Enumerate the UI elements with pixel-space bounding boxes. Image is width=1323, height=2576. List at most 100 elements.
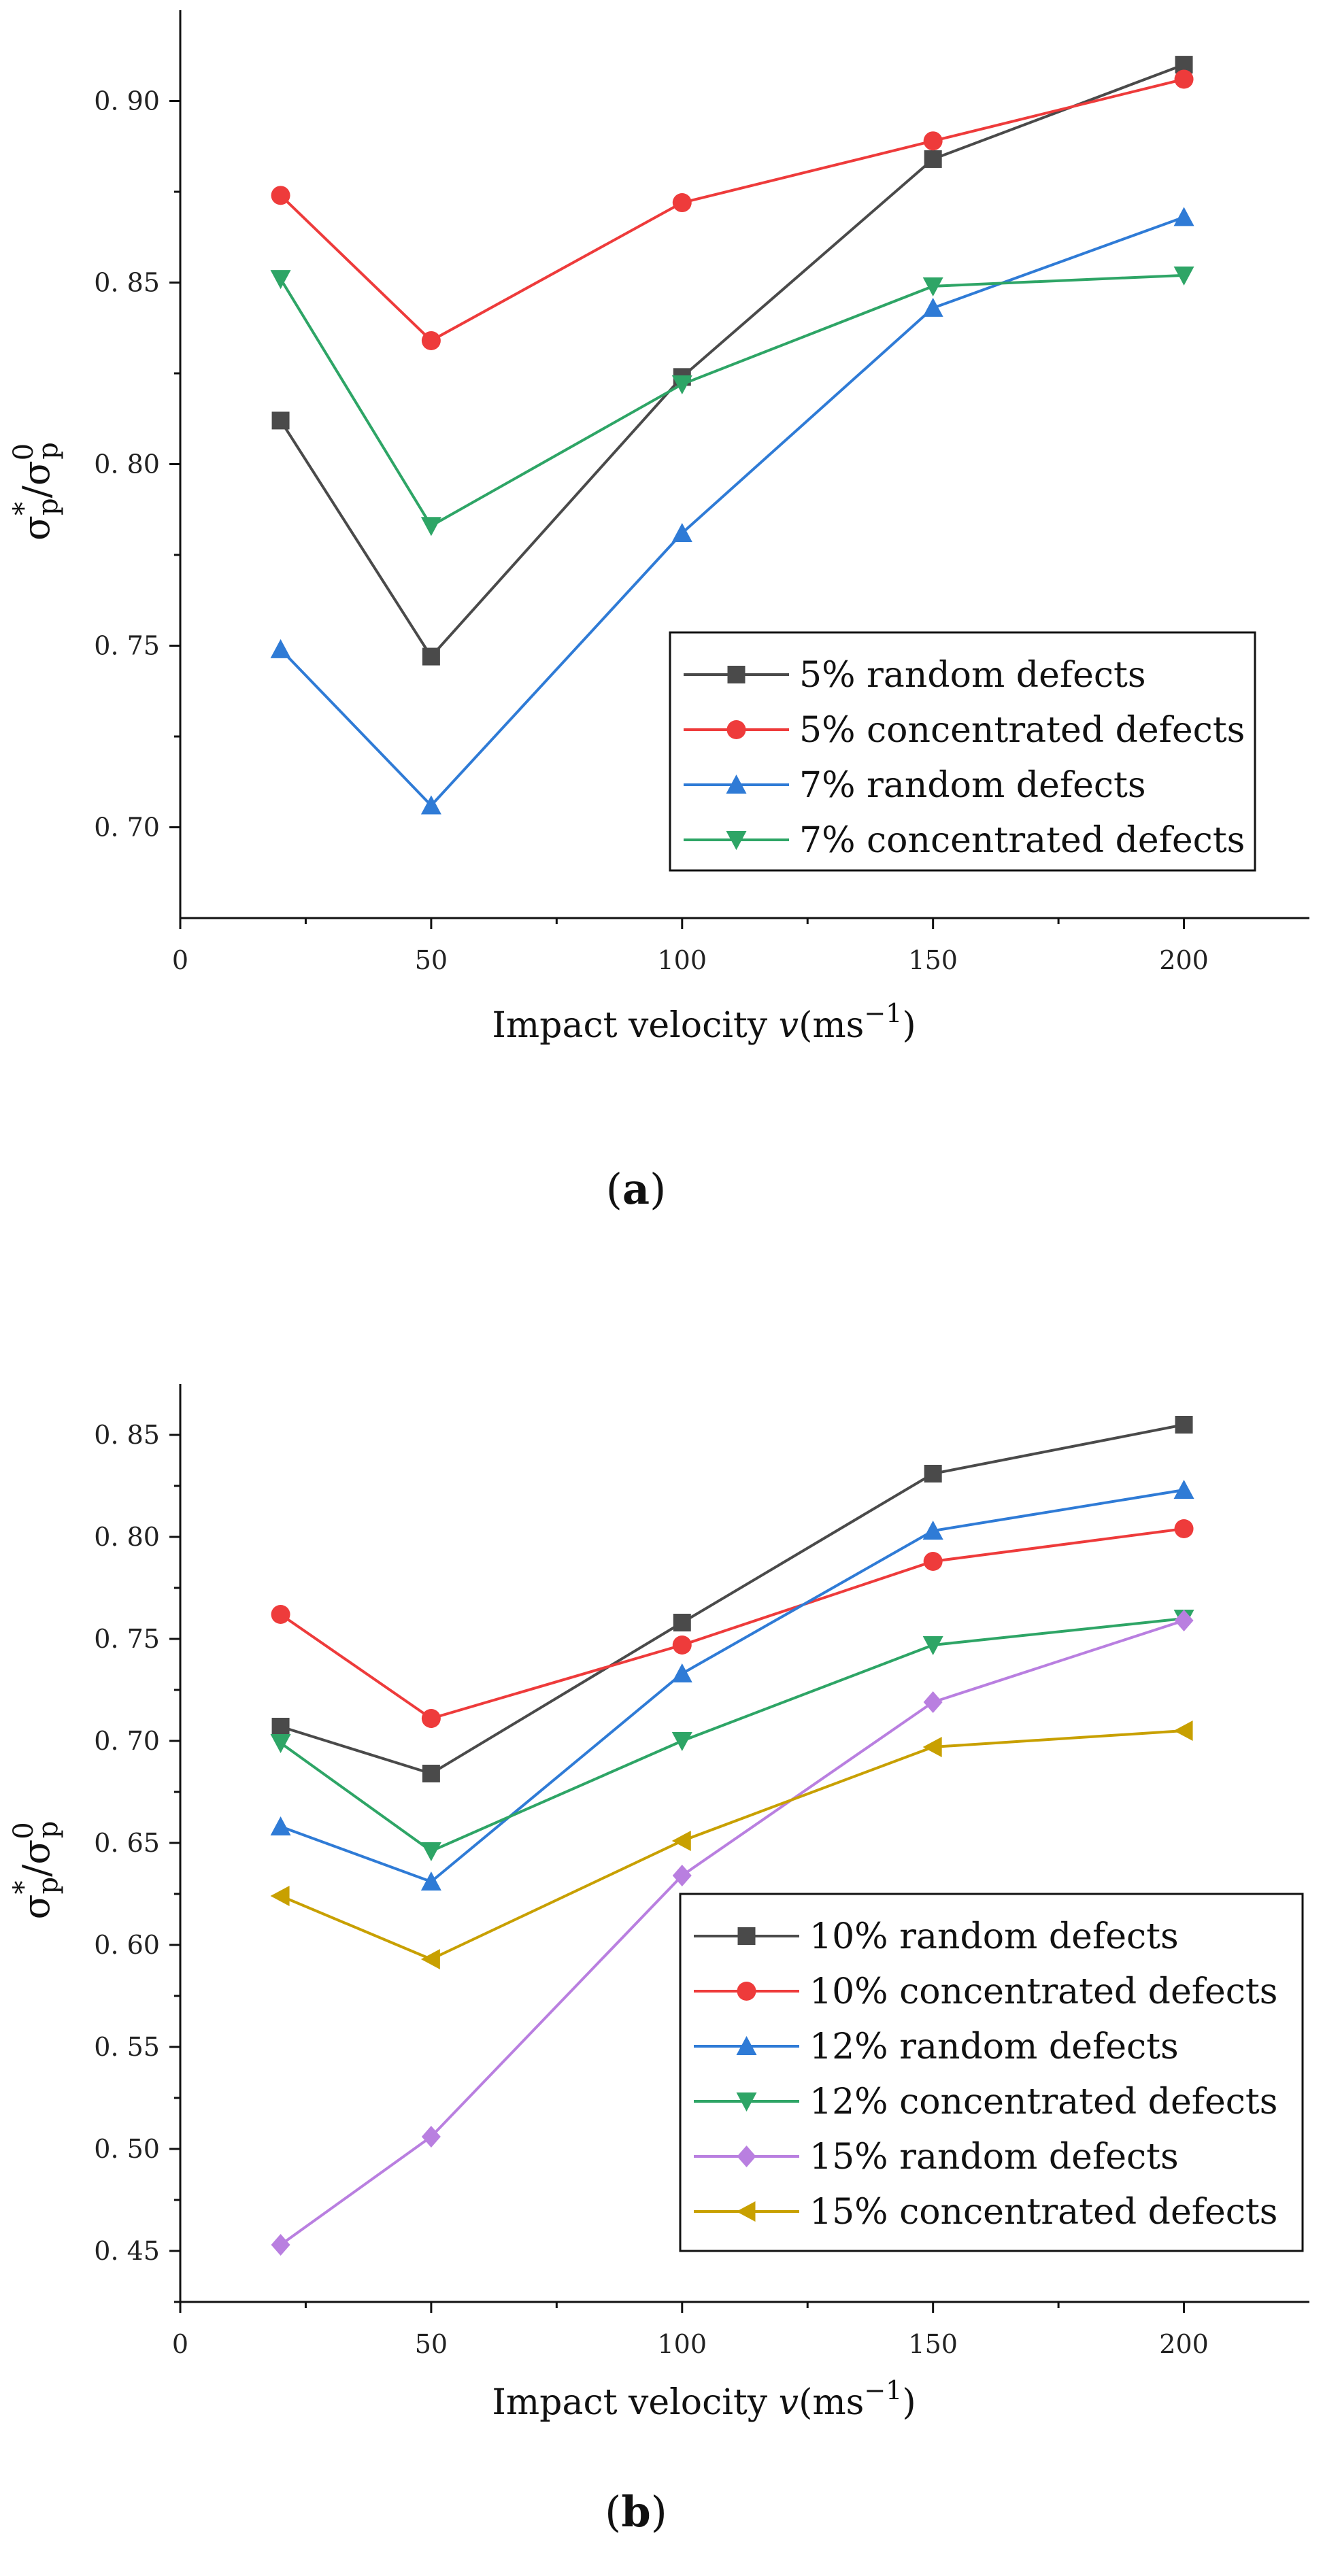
data-point [672,1865,692,1886]
x-tick-label: 0 [172,2329,188,2359]
data-point [1174,1519,1194,1538]
data-point [924,150,942,168]
y-tick-label: 0. 70 [94,813,160,843]
data-point [420,1949,440,1969]
series-1 [271,56,1193,666]
y-tick-label: 0. 85 [94,1420,160,1450]
legend-label: 12% concentrated defects [809,2082,1277,2122]
x-axis-title: Impact velocity v(ms−1) [492,998,916,1046]
data-point [270,1734,291,1753]
x-tick-label: 150 [908,2329,958,2359]
chart-panel-a: 0 50 100 150 200 0. 70 0. 75 0. 80 0. 85 0. 90 5% … [8,10,1309,1214]
data-point [1173,1721,1193,1741]
y-tick-label: 0. 55 [94,2032,160,2062]
x-tick-label: 50 [415,945,448,975]
data-point [420,1871,441,1891]
legend: 10% random defects 10% concentrated defec… [679,1893,1304,2252]
data-point [270,1816,291,1835]
series-4 [270,266,1194,537]
data-point [271,1718,290,1735]
legend-swatch-marker [726,775,747,794]
data-point [420,517,441,537]
y-tick-label: 0. 75 [94,1624,160,1654]
data-point [422,1765,440,1782]
legend-swatch-marker [736,2092,757,2112]
legend-swatch-marker [737,1982,756,2001]
data-point [421,331,441,350]
data-point [420,795,441,815]
data-point [420,1842,441,1861]
data-point [923,1691,943,1713]
legend-swatch-marker [737,2146,756,2167]
y-tick-label: 0. 70 [94,1726,160,1756]
panel-label: (b) [605,2487,667,2537]
data-point [672,193,692,213]
data-point [922,1521,943,1540]
series-5 [271,1610,1194,2256]
data-point [271,186,290,205]
series-4 [270,1610,1194,1861]
series-2 [271,69,1194,350]
y-tick-label: 0. 90 [94,86,160,116]
y-tick-label: 0. 45 [94,2236,160,2266]
data-point [671,1831,691,1851]
data-point [922,1636,943,1655]
data-point [923,1552,943,1571]
legend: 5% random defects 5% concentrated defects… [669,631,1256,872]
y-tick-label: 0. 50 [94,2134,160,2164]
data-point [673,1614,691,1631]
data-point [1173,207,1194,226]
data-point [1175,1416,1193,1434]
y-tick-label: 0. 65 [94,1828,160,1858]
data-point [421,1709,441,1728]
series-1 [271,1416,1193,1782]
y-tick-label: 0. 80 [94,1522,160,1552]
x-tick-label: 100 [658,945,707,975]
legend-swatch-marker [737,1927,756,1945]
series-line [280,78,1185,343]
data-point [671,522,692,542]
x-tick-label: 200 [1159,2329,1209,2359]
series-2 [271,1519,1194,1728]
legend-label: 12% random defects [809,2027,1179,2067]
data-point [671,1663,692,1682]
legend-label: 5% concentrated defects [799,710,1245,751]
series-3 [270,207,1194,815]
data-point [672,1636,692,1655]
legend-label: 15% random defects [809,2137,1179,2177]
x-tick-label: 150 [908,945,958,975]
data-point [1173,1480,1194,1499]
legend-box [669,631,1256,872]
x-tick-label: 200 [1159,945,1209,975]
legend-label: 5% random defects [799,655,1146,696]
series-line [279,63,1185,659]
data-point [422,647,440,666]
data-point [924,1465,942,1482]
data-point [1174,69,1194,89]
x-axis-title: Impact velocity v(ms−1) [492,2375,916,2423]
y-axis-title: σ*p/σ0p [8,442,64,541]
legend-swatch-marker [726,831,747,850]
legend-label: 7% concentrated defects [799,820,1245,861]
series-line [280,1527,1184,1721]
x-tick-label: 50 [415,2329,448,2359]
legend-swatch-marker [736,2201,756,2222]
data-point [1174,1610,1194,1631]
chart-panel-b: 0 50 100 150 200 0. 45 0. 50 0. 55 0. 60 0. 65 0. … [8,1384,1309,2537]
series-line [280,1617,1184,1853]
data-point [922,1737,942,1757]
data-point [923,131,943,151]
y-tick-label: 0. 85 [94,268,160,298]
legend-swatch-marker [736,2036,757,2055]
data-point [671,375,692,395]
x-tick-label: 0 [172,945,188,975]
data-point [271,1605,290,1624]
panel-label: (a) [606,1164,667,1214]
legend-swatch-marker [727,666,746,683]
data-point [271,411,290,430]
data-point [671,1732,692,1751]
legend-label: 10% concentrated defects [809,1971,1277,2012]
data-point [922,297,943,317]
series-6 [270,1721,1193,1969]
